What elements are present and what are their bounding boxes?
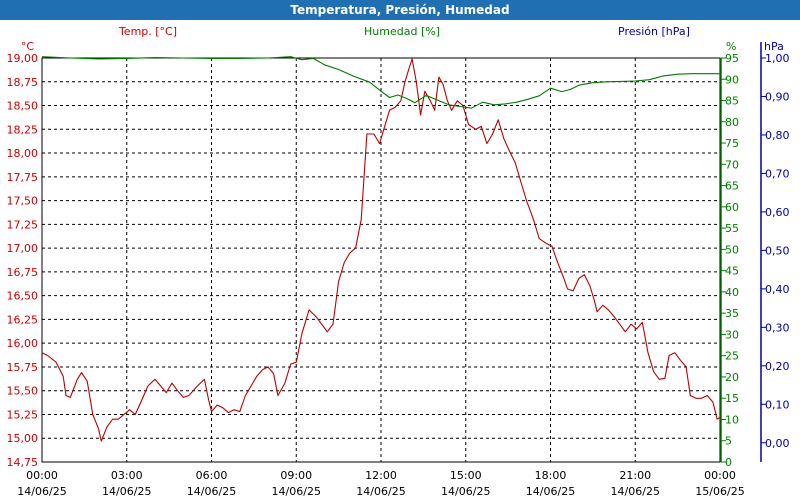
humidity-tick-label: 70 (725, 158, 739, 171)
temp-tick-label: 17,50 (7, 195, 39, 208)
pressure-tick-label: 0,90 (765, 90, 790, 103)
axes: 14,75 15,00 15,25 15,50 15,75 16,00 16,25 16,50… (7, 42, 790, 498)
temp-tick-label: 18,00 (7, 147, 39, 160)
plot-frame (41, 57, 721, 463)
x-tick-time: 00:00 (26, 469, 58, 482)
temp-tick-label: 15,75 (7, 361, 39, 374)
x-tick-date: 14/06/25 (441, 485, 490, 498)
humidity-tick-label: 80 (725, 116, 739, 129)
pressure-tick-label: 0,60 (765, 206, 790, 219)
chart-title: Temperatura, Presión, Humedad (0, 0, 800, 20)
humidity-tick-label: 0 (725, 456, 732, 469)
humidity-tick-label: 35 (725, 307, 739, 320)
temp-tick-label: 19,00 (7, 52, 39, 65)
humidity-series-line (41, 56, 720, 109)
x-tick-date: 14/06/25 (356, 485, 405, 498)
x-tick-date: 14/06/25 (187, 485, 236, 498)
x-tick-time: 15:00 (450, 469, 482, 482)
temp-tick-label: 15,50 (7, 385, 39, 398)
x-tick-time: 06:00 (196, 469, 228, 482)
humidity-tick-label: 90 (725, 73, 739, 86)
temp-unit-label: °C (21, 40, 35, 53)
humidity-tick-label: 40 (725, 286, 739, 299)
temp-tick-label: 16,00 (7, 337, 39, 350)
temp-tick-label: 15,00 (7, 432, 39, 445)
temp-tick-label: 16,25 (7, 313, 39, 326)
humidity-tick-label: 50 (725, 243, 739, 256)
humidity-tick-label: 20 (725, 371, 739, 384)
x-tick-time: 09:00 (280, 469, 312, 482)
humidity-tick-label: 5 (725, 435, 732, 448)
pressure-tick-label: 0,70 (765, 167, 790, 180)
pressure-tick-label: 0,80 (765, 129, 790, 142)
humidity-axis-label: Humedad [%] (364, 25, 440, 38)
temp-tick-label: 14,75 (7, 456, 39, 469)
temperature-series-line (41, 58, 721, 442)
x-tick-time: 00:00 (704, 469, 736, 482)
temp-tick-label: 16,50 (7, 290, 39, 303)
humidity-tick-label: 30 (725, 328, 739, 341)
humidity-tick-label: 75 (725, 137, 739, 150)
humidity-tick-label: 85 (725, 95, 739, 108)
pressure-tick-label: 1,00 (765, 52, 790, 65)
x-tick-date: 14/06/25 (611, 485, 660, 498)
x-tick-date: 15/06/25 (695, 485, 744, 498)
grid (42, 57, 720, 462)
x-tick-time: 03:00 (111, 469, 143, 482)
pressure-tick-label: 0,20 (765, 360, 790, 373)
temp-tick-label: 15,25 (7, 408, 39, 421)
humidity-tick-label: 65 (725, 180, 739, 193)
temp-tick-label: 18,75 (7, 76, 39, 89)
humidity-tick-label: 55 (725, 222, 739, 235)
humidity-tick-label: 45 (725, 265, 739, 278)
x-tick-date: 14/06/25 (272, 485, 321, 498)
x-tick-time: 18:00 (535, 469, 567, 482)
pressure-axis-label: Presión [hPa] (618, 25, 690, 38)
pressure-tick-label: 0,50 (765, 244, 790, 257)
pressure-unit-label: hPa (764, 40, 784, 53)
x-tick-date: 14/06/25 (526, 485, 575, 498)
humidity-tick-label: 95 (725, 52, 739, 65)
pressure-tick-label: 0,10 (765, 398, 790, 411)
temp-tick-label: 18,50 (7, 100, 39, 113)
series-layer (41, 56, 721, 442)
humidity-tick-label: 15 (725, 392, 739, 405)
temp-tick-label: 17,75 (7, 171, 39, 184)
pressure-tick-label: 0,40 (765, 283, 790, 296)
temp-axis-label: Temp. [°C] (118, 25, 177, 38)
humidity-tick-label: 10 (725, 413, 739, 426)
humidity-tick-label: 25 (725, 350, 739, 363)
temp-tick-label: 18,25 (7, 123, 39, 136)
temp-tick-label: 17,00 (7, 242, 39, 255)
x-tick-time: 21:00 (619, 469, 651, 482)
humidity-unit-label: % (726, 40, 736, 53)
x-tick-date: 14/06/25 (102, 485, 151, 498)
temp-tick-label: 16,75 (7, 266, 39, 279)
x-tick-time: 12:00 (365, 469, 397, 482)
pressure-tick-label: 0,30 (765, 321, 790, 334)
x-tick-date: 14/06/25 (17, 485, 66, 498)
temp-tick-label: 17,25 (7, 218, 39, 231)
humidity-tick-label: 60 (725, 201, 739, 214)
pressure-tick-label: 0,00 (765, 437, 790, 450)
